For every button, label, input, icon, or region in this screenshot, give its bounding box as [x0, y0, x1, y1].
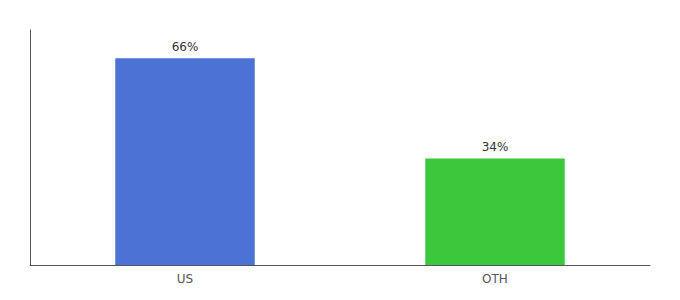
svg-text:34%: 34%	[482, 140, 509, 154]
svg-text:66%: 66%	[172, 40, 199, 54]
svg-text:OTH: OTH	[482, 272, 508, 286]
svg-text:US: US	[177, 272, 193, 286]
